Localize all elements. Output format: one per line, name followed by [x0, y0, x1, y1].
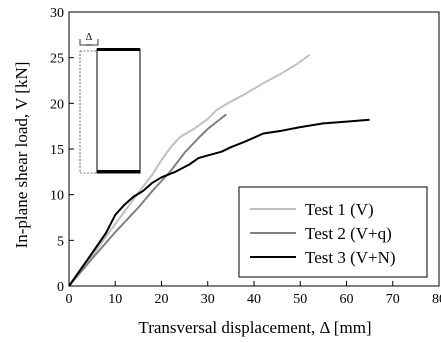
x-tick-label: 40	[247, 292, 261, 307]
y-axis-ticks: 0 5 10 15 20 25 30	[50, 6, 74, 295]
x-tick-label: 0	[66, 292, 73, 307]
x-tick-label: 80	[432, 292, 441, 307]
legend-label-1: Test 1 (V)	[305, 200, 374, 219]
specimen-sketch: Δ	[79, 32, 141, 174]
x-tick-label: 60	[340, 292, 354, 307]
sketch-top-beam	[97, 48, 140, 51]
y-axis-title: In-plane shear load, V [kN]	[12, 62, 31, 249]
y-tick-label: 0	[57, 280, 64, 295]
series-line-2	[68, 113, 227, 287]
y-tick-label: 15	[50, 143, 64, 158]
legend-items: Test 1 (V) Test 2 (V+q) Test 3 (V+N)	[250, 200, 396, 267]
plot-lines	[68, 54, 370, 287]
x-tick-label: 10	[108, 292, 122, 307]
legend-label-3: Test 3 (V+N)	[305, 248, 396, 267]
y-tick-label: 10	[50, 189, 64, 204]
series-line-1	[68, 54, 311, 287]
x-tick-label: 30	[201, 292, 215, 307]
x-tick-label: 70	[386, 292, 400, 307]
sketch-deformed-panel	[96, 48, 141, 174]
sketch-original-outline	[79, 50, 98, 174]
x-tick-label: 50	[293, 292, 307, 307]
legend-label-2: Test 2 (V+q)	[305, 224, 392, 243]
series-line-3	[68, 118, 370, 287]
legend: Test 1 (V) Test 2 (V+q) Test 3 (V+N)	[238, 186, 428, 278]
sketch-delta-label: Δ	[86, 32, 93, 43]
y-tick-label: 30	[50, 6, 64, 21]
y-tick-label: 25	[50, 52, 64, 67]
sketch-bottom-beam	[97, 170, 140, 173]
y-tick-label: 20	[50, 97, 64, 112]
x-axis-title: Transversal displacement, Δ [mm]	[138, 318, 371, 337]
y-tick-label: 5	[57, 234, 64, 249]
x-tick-label: 20	[155, 292, 169, 307]
x-axis-ticks: 0 10 20 30 40 50 60 70 80	[66, 281, 441, 307]
sketch-dimension-bracket	[79, 39, 99, 46]
